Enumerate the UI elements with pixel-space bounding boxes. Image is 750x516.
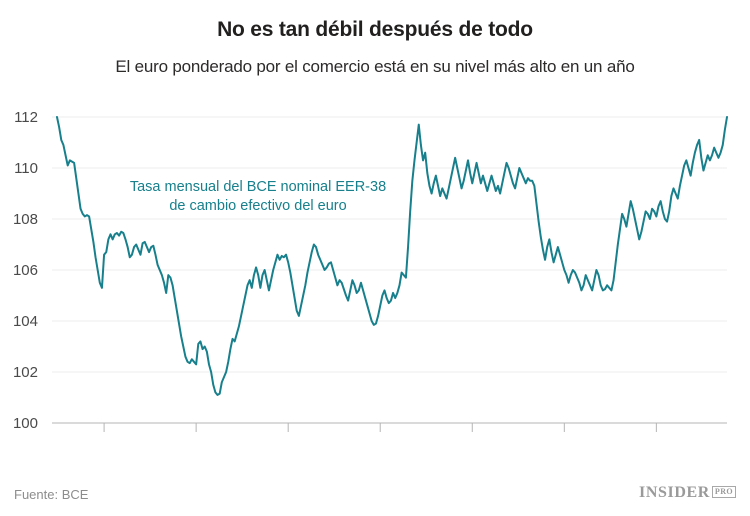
chart-series-lines	[56, 116, 728, 396]
annotation-line-1: Tasa mensual del BCE nominal EER-38	[130, 179, 386, 195]
y-tick-label: 108	[13, 211, 38, 228]
logo-pro-badge: PRO	[711, 486, 736, 498]
y-tick-label: 100	[13, 415, 38, 432]
logo-wordmark: INSIDER	[639, 484, 710, 501]
chart-annotation: Tasa mensual del BCE nominal EER-38 de ca…	[130, 179, 386, 214]
y-tick-label: 104	[13, 313, 38, 330]
y-tick-label: 110	[14, 160, 38, 177]
y-tick-label: 112	[14, 109, 38, 126]
chart-x-axis-ticks	[103, 423, 657, 432]
insider-pro-logo: INSIDER PRO	[639, 485, 736, 501]
source-note: Fuente: BCE	[14, 487, 89, 502]
chart-y-axis-labels: 100 102 104 106 108 110 112	[13, 109, 38, 432]
chart-gridlines	[52, 116, 727, 424]
y-tick-label: 102	[13, 364, 38, 381]
page-title: No es tan débil después de todo	[217, 18, 533, 41]
page-subtitle: El euro ponderado por el comercio está e…	[115, 57, 635, 76]
series-line	[56, 116, 728, 396]
y-tick-label: 106	[13, 262, 38, 279]
annotation-line-2: de cambio efectivo del euro	[169, 198, 346, 214]
